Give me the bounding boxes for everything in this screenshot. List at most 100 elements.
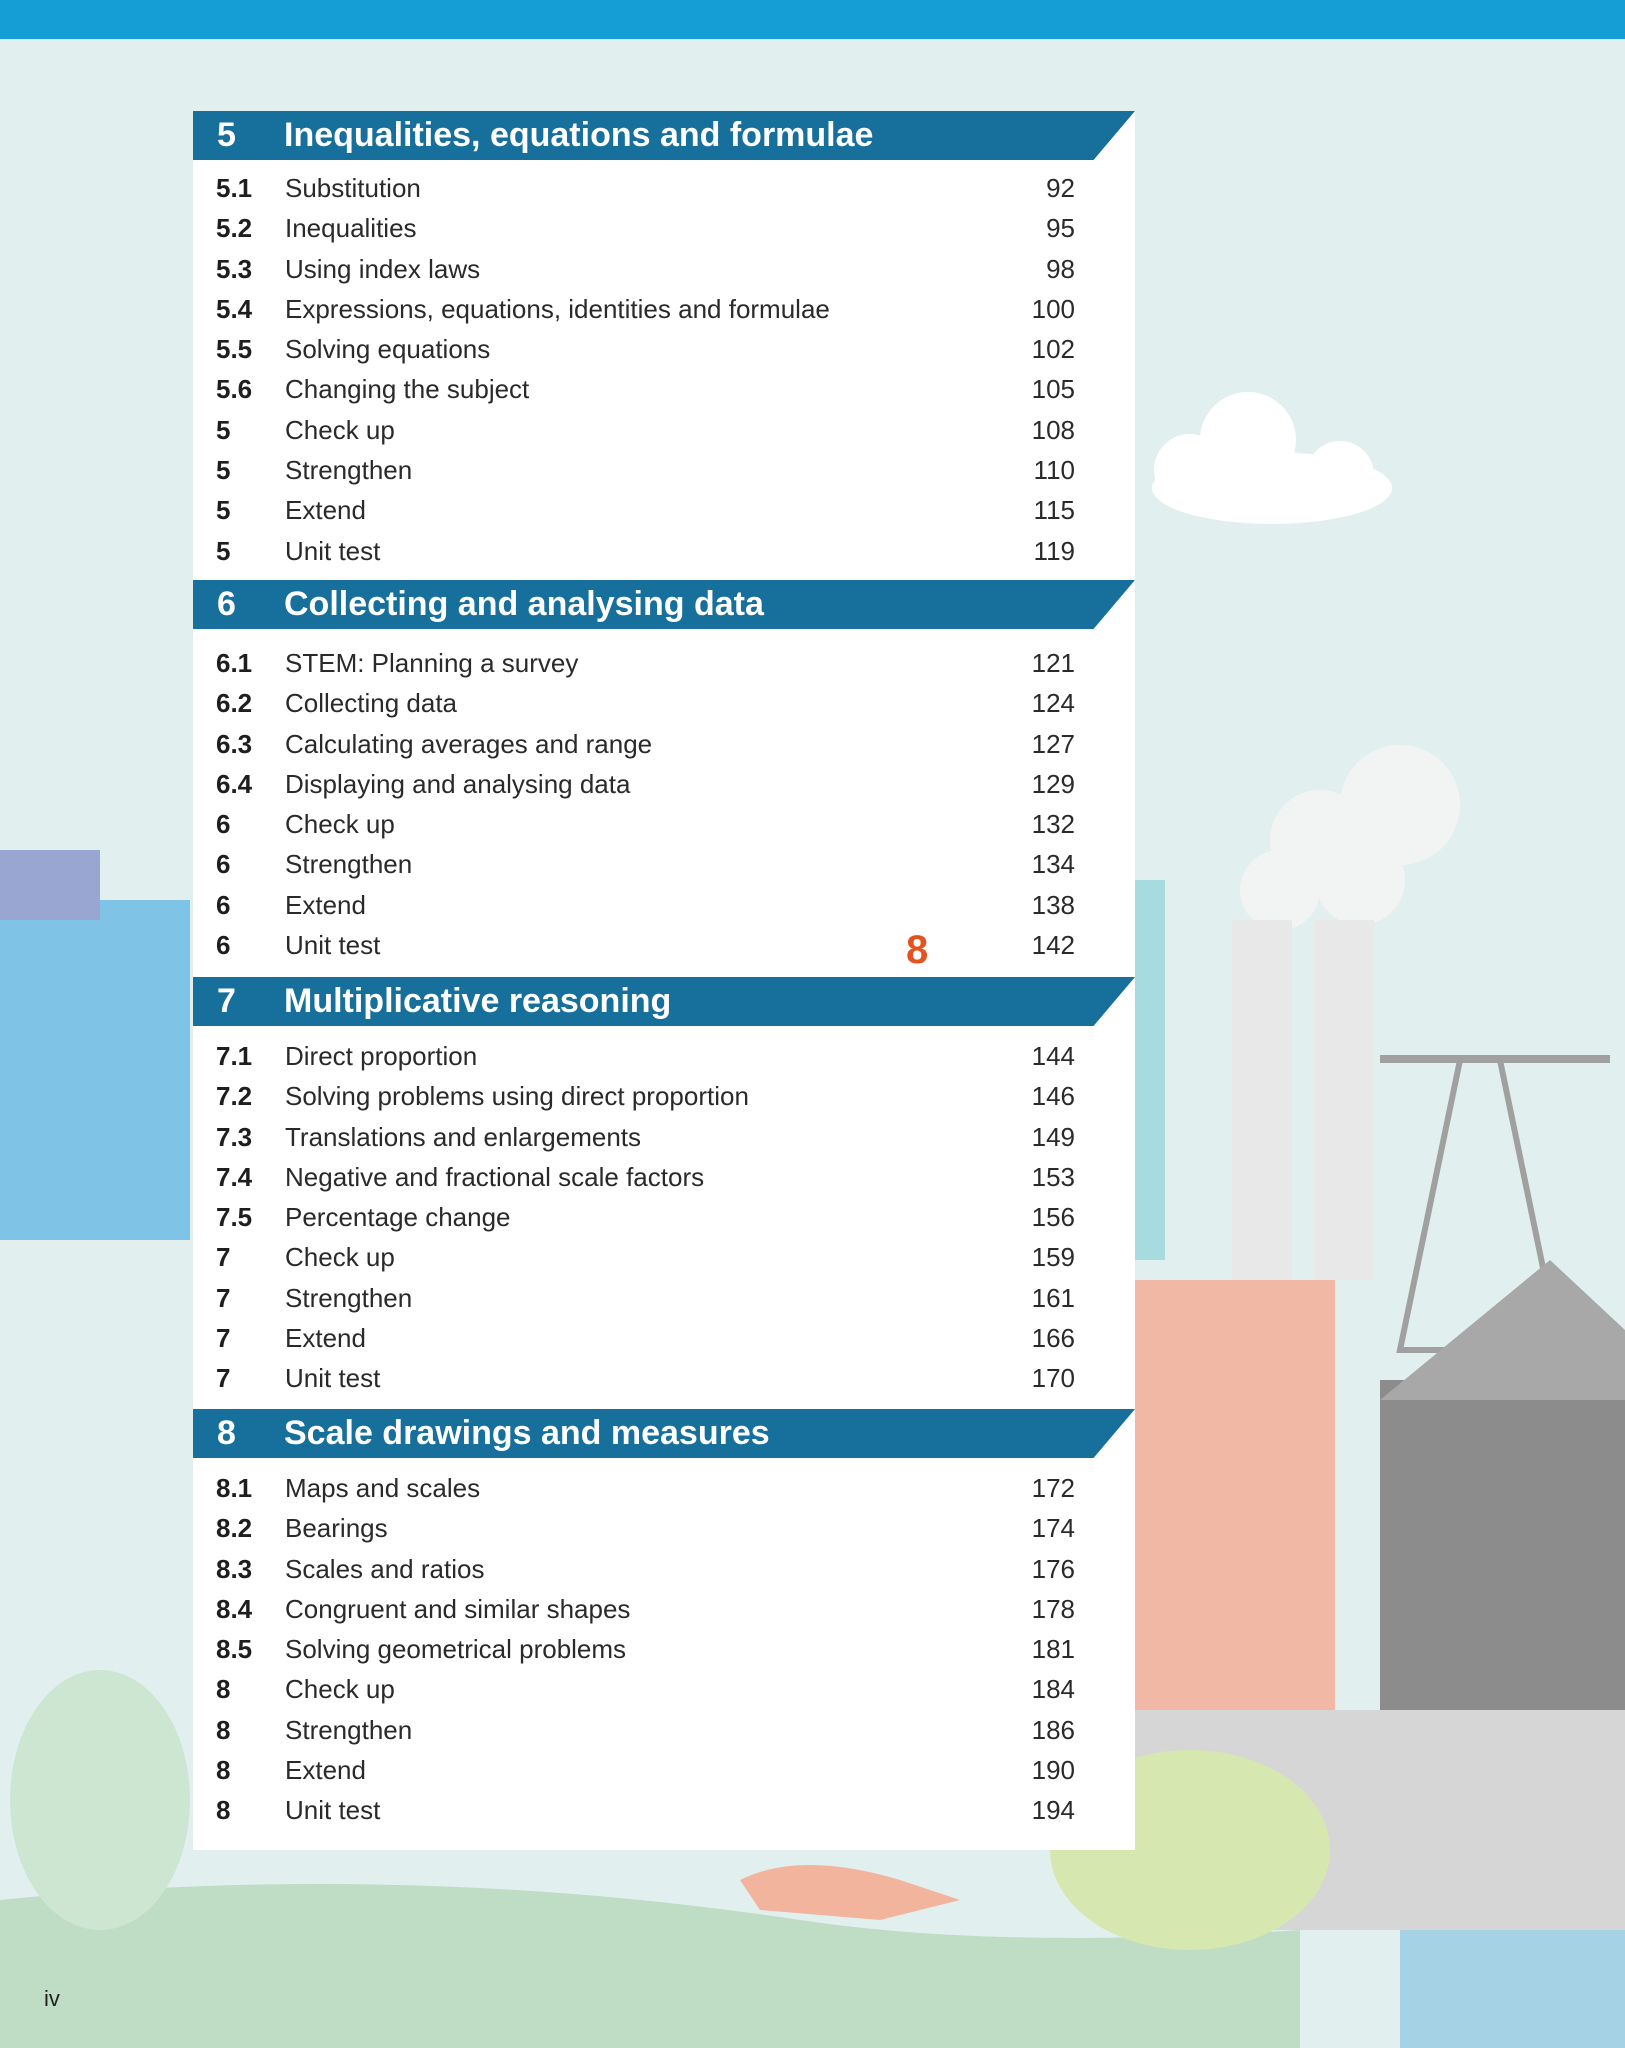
toc-entry[interactable]: 7 Extend 166 <box>193 1318 1135 1358</box>
toc-entry[interactable]: 7.5 Percentage change 156 <box>193 1197 1135 1237</box>
chapter-title: Inequalities, equations and formulae <box>284 116 874 154</box>
chapter-header: 6 Collecting and analysing data <box>193 580 1135 629</box>
section-number: 6.2 <box>216 688 253 719</box>
toc-entry[interactable]: 7.2 Solving problems using direct proport… <box>193 1076 1135 1116</box>
section-title: Maps and scales <box>285 1473 481 1503</box>
page-ref: 142 <box>1031 930 1075 961</box>
page-ref: 124 <box>1031 688 1075 719</box>
page-ref: 190 <box>1031 1755 1075 1786</box>
page-ref: 92 <box>1046 173 1075 203</box>
toc-entry[interactable]: 8.5 Solving geometrical problems 181 <box>193 1629 1135 1669</box>
toc-entry[interactable]: 7 Check up 159 <box>193 1237 1135 1277</box>
fox <box>740 1865 960 1920</box>
section-title: Extend <box>285 1755 366 1786</box>
toc-entry[interactable]: 5.3 Using index laws 98 <box>193 249 1135 289</box>
page-ref: 102 <box>1031 334 1075 365</box>
toc-entry[interactable]: 7 Unit test 170 <box>193 1358 1135 1398</box>
section-title: Unit test <box>285 930 381 961</box>
section-title: Strengthen <box>285 1714 413 1745</box>
section-number: 8.4 <box>216 1593 253 1624</box>
chapter-number: 6 <box>217 585 236 623</box>
toc-entry[interactable]: 8 Check up 184 <box>193 1669 1135 1709</box>
toc-entry[interactable]: 5.2 Inequalities 95 <box>193 208 1135 248</box>
toc-entry[interactable]: 6.1 STEM: Planning a survey 121 <box>193 643 1135 683</box>
toc-entry[interactable]: 6 Unit test 142 <box>193 925 1135 965</box>
section-title: Scales and ratios <box>285 1553 485 1584</box>
page-ref: 110 <box>1033 455 1075 486</box>
chapter-6: 6 Collecting and analysing data 6.1 STEM: P… <box>193 580 1135 965</box>
smoke <box>1240 745 1460 930</box>
toc-entry[interactable]: 5 Check up 108 <box>193 410 1135 450</box>
toc-entry[interactable]: 5.5 Solving equations 102 <box>193 329 1135 369</box>
page-ref: 115 <box>1033 495 1075 526</box>
page-ref: 108 <box>1031 414 1075 445</box>
section-title: Extend <box>285 889 366 920</box>
section-number: 5 <box>216 455 231 486</box>
page-number: iv <box>44 1986 60 2011</box>
toc-entry[interactable]: 6.3 Calculating averages and range 127 <box>193 724 1135 764</box>
page-ref: 156 <box>1031 1202 1075 1233</box>
section-number: 7.2 <box>216 1081 253 1112</box>
chapter-8: 8 Scale drawings and measures 8.1 Maps and … <box>193 1409 1135 1831</box>
toc-entry[interactable]: 8.2 Bearings 174 <box>193 1508 1135 1548</box>
section-number: 7.1 <box>216 1041 253 1071</box>
section-number: 5 <box>216 535 231 566</box>
section-title: Unit test <box>285 535 381 566</box>
toc-entry[interactable]: 5 Unit test 119 <box>193 531 1135 571</box>
section-number: 6 <box>216 889 231 920</box>
section-number: 6 <box>216 809 231 840</box>
section-number: 7.3 <box>216 1121 253 1152</box>
page-ref: 129 <box>1031 768 1075 799</box>
section-title: Unit test <box>285 1363 381 1394</box>
section-title: Congruent and similar shapes <box>285 1593 631 1624</box>
toc-entry[interactable]: 6.2 Collecting data 124 <box>193 683 1135 723</box>
toc-entry[interactable]: 6.4 Displaying and analysing data 129 <box>193 764 1135 804</box>
toc-entry[interactable]: 5.6 Changing the subject 105 <box>193 369 1135 409</box>
toc-entry[interactable]: 8.4 Congruent and similar shapes 178 <box>193 1589 1135 1629</box>
page-ref: 184 <box>1031 1674 1075 1705</box>
chapter-title: Scale drawings and measures <box>284 1414 770 1452</box>
toc-entry[interactable]: 8.3 Scales and ratios 176 <box>193 1549 1135 1589</box>
section-title: Calculating averages and range <box>285 728 653 759</box>
section-title: STEM: Planning a survey <box>285 648 579 678</box>
toc-entry[interactable]: 7 Strengthen 161 <box>193 1278 1135 1318</box>
page-ref: 176 <box>1031 1553 1075 1584</box>
toc-entry[interactable]: 5 Strengthen 110 <box>193 450 1135 490</box>
page-ref: 119 <box>1033 535 1075 566</box>
section-number: 5.6 <box>216 374 253 405</box>
page-ref: 186 <box>1031 1714 1075 1745</box>
page-ref: 174 <box>1031 1513 1075 1544</box>
chapter-header: 7 Multiplicative reasoning <box>193 977 1135 1026</box>
toc-entry[interactable]: 8 Strengthen 186 <box>193 1710 1135 1750</box>
toc-entry[interactable]: 7.4 Negative and fractional scale factors… <box>193 1157 1135 1197</box>
chapter-title: Collecting and analysing data <box>284 585 764 623</box>
toc-entry[interactable]: 6 Check up 132 <box>193 804 1135 844</box>
page-ref: 149 <box>1031 1121 1075 1152</box>
toc-entry[interactable]: 6 Extend 138 <box>193 885 1135 925</box>
section-number: 6.3 <box>216 728 253 759</box>
toc-entry[interactable]: 8 Unit test 194 <box>193 1790 1135 1830</box>
top-bar <box>0 0 1625 39</box>
section-title: Collecting data <box>285 688 457 719</box>
toc-entry[interactable]: 7.3 Translations and enlargements 149 <box>193 1117 1135 1157</box>
toc-entry[interactable]: 5.4 Expressions, equations, identities an… <box>193 289 1135 329</box>
toc-entry[interactable]: 8.1 Maps and scales 172 <box>193 1468 1135 1508</box>
section-number: 8.5 <box>216 1634 253 1665</box>
toc-entry[interactable]: 6 Strengthen 134 <box>193 844 1135 884</box>
section-number: 5.4 <box>216 293 253 324</box>
section-title: Strengthen <box>285 455 413 486</box>
toc-entry[interactable]: 8 Extend 190 <box>193 1750 1135 1790</box>
page-ref: 132 <box>1031 809 1075 840</box>
chapter-number: 8 <box>217 1414 236 1452</box>
section-number: 5 <box>216 495 231 526</box>
section-title: Strengthen <box>285 1282 413 1313</box>
page-ref: 134 <box>1031 849 1075 880</box>
section-number: 5.3 <box>216 253 253 284</box>
section-title: Changing the subject <box>285 374 530 405</box>
toc-entry[interactable]: 5.1 Substitution 92 <box>193 168 1135 208</box>
unit-marker: 8 <box>906 928 929 972</box>
toc-entry[interactable]: 7.1 Direct proportion 144 <box>193 1036 1135 1076</box>
section-title: Solving equations <box>285 334 491 365</box>
toc-entry[interactable]: 5 Extend 115 <box>193 490 1135 530</box>
